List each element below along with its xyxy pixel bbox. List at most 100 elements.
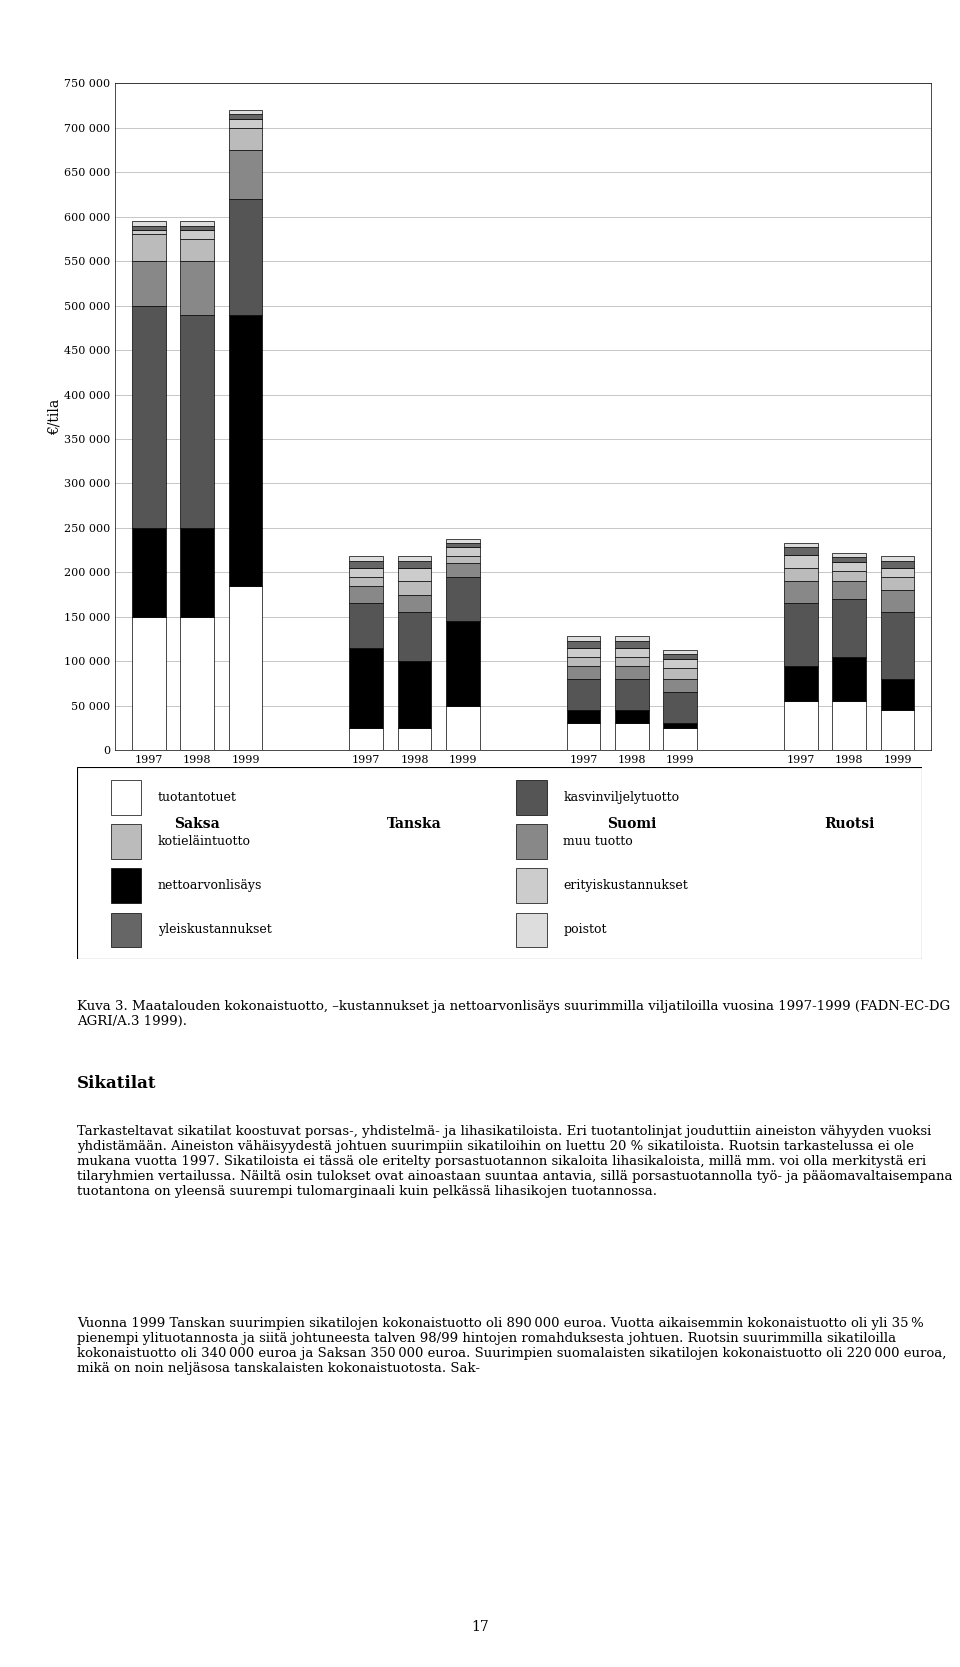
Bar [832, 553, 866, 557]
Bar [110, 869, 141, 904]
Bar [446, 543, 480, 547]
Text: Kuva 3. Maatalouden kokonaistuotto, –kustannukset ja nettoarvonlisäys suurimmill: Kuva 3. Maatalouden kokonaistuotto, –kus… [77, 1000, 950, 1029]
Text: kotieläintuotto: kotieläintuotto [157, 835, 251, 849]
Bar [566, 657, 600, 665]
Bar [228, 315, 262, 585]
Bar [784, 543, 818, 547]
Bar [349, 728, 383, 750]
Bar [832, 570, 866, 582]
Bar [784, 603, 818, 665]
Bar [110, 823, 141, 859]
Text: poistot: poistot [564, 924, 607, 937]
Bar [615, 723, 649, 750]
Bar [228, 118, 262, 128]
Text: yleiskustannukset: yleiskustannukset [157, 924, 272, 937]
Bar [566, 665, 600, 678]
Bar [349, 585, 383, 603]
Bar [110, 912, 141, 947]
Bar [180, 225, 214, 230]
Bar [228, 128, 262, 150]
Bar [566, 640, 600, 648]
Bar [516, 780, 546, 815]
Bar [784, 665, 818, 702]
Bar [566, 648, 600, 657]
Bar [349, 577, 383, 585]
Bar [516, 869, 546, 904]
Bar [615, 665, 649, 678]
Bar [615, 657, 649, 665]
Bar [180, 238, 214, 262]
Bar [110, 780, 141, 815]
Text: Ruotsi: Ruotsi [824, 817, 875, 830]
Bar [880, 557, 914, 560]
Bar [880, 568, 914, 577]
Bar [663, 668, 697, 678]
Bar [132, 230, 166, 235]
Bar [349, 603, 383, 648]
Bar [132, 528, 166, 617]
Bar [516, 823, 546, 859]
Bar [516, 912, 546, 947]
Text: Tarkasteltavat sikatilat koostuvat porsas-, yhdistelmä- ja lihasikatiloista. Eri: Tarkasteltavat sikatilat koostuvat porsa… [77, 1125, 952, 1199]
Bar [132, 617, 166, 750]
Text: tuotantotuet: tuotantotuet [157, 792, 237, 803]
Bar [663, 660, 697, 668]
Bar [615, 637, 649, 640]
Text: Tanska: Tanska [387, 817, 442, 830]
Bar [566, 723, 600, 750]
Bar [397, 728, 431, 750]
Bar [663, 728, 697, 750]
Bar [784, 555, 818, 568]
Bar [228, 115, 262, 118]
Bar [880, 560, 914, 568]
Bar [397, 582, 431, 595]
Bar [880, 678, 914, 710]
Bar [446, 547, 480, 557]
Bar [832, 657, 866, 702]
Bar [566, 710, 600, 723]
Bar [180, 315, 214, 528]
Bar [349, 648, 383, 728]
Y-axis label: €/tila: €/tila [47, 398, 61, 435]
Bar [446, 705, 480, 750]
Bar [880, 612, 914, 678]
Bar [832, 702, 866, 750]
Bar [880, 577, 914, 590]
Bar [397, 557, 431, 560]
Text: Suomi: Suomi [607, 817, 657, 830]
Text: Sikatilat: Sikatilat [77, 1075, 156, 1092]
Bar [832, 562, 866, 570]
Bar [228, 585, 262, 750]
Bar [132, 262, 166, 305]
Text: Saksa: Saksa [175, 817, 220, 830]
Text: muu tuotto: muu tuotto [564, 835, 634, 849]
Text: erityiskustannukset: erityiskustannukset [564, 879, 688, 892]
Bar [566, 637, 600, 640]
Bar [446, 538, 480, 543]
Bar [615, 640, 649, 648]
Bar [784, 547, 818, 555]
Bar [349, 557, 383, 560]
Bar [349, 560, 383, 568]
Bar [180, 230, 214, 238]
Text: nettoarvonlisäys: nettoarvonlisäys [157, 879, 262, 892]
Bar [615, 678, 649, 710]
Bar [663, 692, 697, 723]
Bar [180, 617, 214, 750]
Bar [784, 568, 818, 582]
Bar [615, 648, 649, 657]
Text: kasvinviljelytuotto: kasvinviljelytuotto [564, 792, 680, 803]
Bar [566, 678, 600, 710]
Bar [397, 560, 431, 568]
Bar [397, 612, 431, 662]
Bar [784, 702, 818, 750]
Bar [446, 577, 480, 622]
Bar [228, 198, 262, 315]
Bar [132, 222, 166, 225]
Bar [663, 678, 697, 692]
Bar [832, 582, 866, 598]
Bar [880, 590, 914, 612]
Bar [663, 653, 697, 660]
Bar [228, 110, 262, 115]
Bar [132, 225, 166, 230]
